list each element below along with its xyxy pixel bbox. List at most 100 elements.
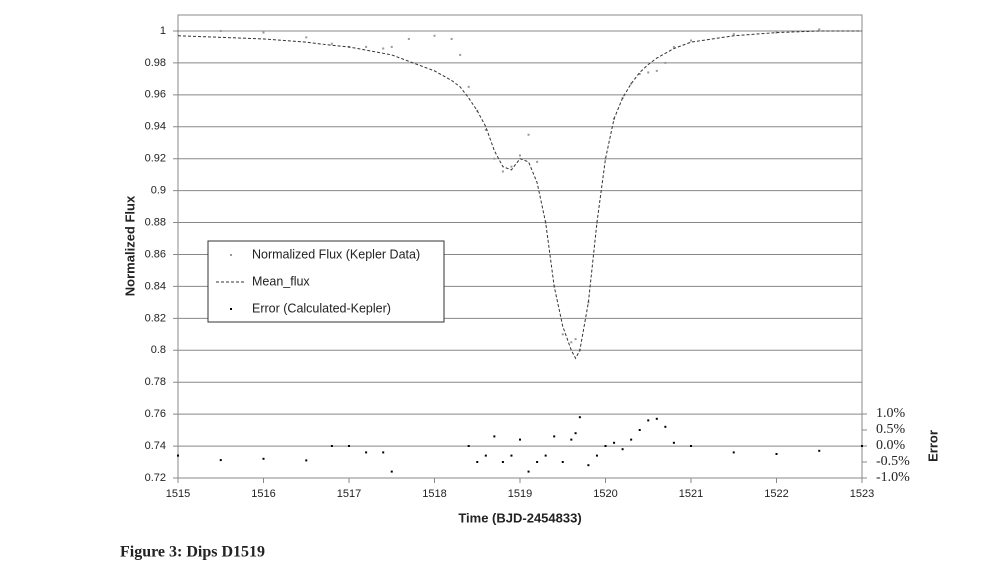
data-point [467,445,470,448]
y-tick-label: 1 [160,25,166,37]
data-point [527,133,530,136]
data-point [305,36,308,39]
y2-tick-label: 0.0% [876,438,906,453]
y-axis-label: Normalized Flux [122,195,137,296]
mean-line [177,30,862,360]
data-point [561,461,564,464]
x-tick-label: 1522 [764,488,788,500]
y-tick-label: 0.9 [151,185,166,197]
data-point [574,338,577,341]
data-point [621,448,624,451]
x-tick-label: 1521 [679,488,703,500]
data-point [262,457,265,460]
data-point [382,47,385,50]
data-point [407,37,410,40]
x-tick-label: 1523 [850,488,874,500]
data-point [672,441,675,444]
y2-tick-label: -1.0% [876,470,910,485]
y-tick-label: 0.72 [145,472,166,484]
plot-frame [177,14,863,479]
y-tick-label: 0.94 [145,121,166,133]
data-point [305,459,308,462]
data-point [647,71,650,74]
y-tick-label: 0.8 [151,344,166,356]
data-point [390,45,393,48]
data-point [493,157,496,160]
data-point [519,438,521,441]
data-point [578,416,581,419]
data-point [861,445,863,448]
y-tick-label: 0.76 [145,408,166,420]
data-point [536,461,539,464]
data-point [476,461,479,464]
y-tick-label: 0.86 [145,248,166,260]
data-point [433,34,436,37]
legend-label: Mean_flux [252,274,310,288]
y2-tick-label: -0.5% [876,454,910,469]
data-point [527,470,530,473]
data-point [690,39,692,42]
legend-box [207,240,445,323]
legend-label: Normalized Flux (Kepler Data) [252,247,420,261]
data-point [732,33,735,36]
data-point [484,128,487,131]
data-point [574,432,577,435]
x-tick-label: 1519 [508,488,532,500]
data-point [561,333,564,336]
data-point [690,445,692,448]
y-tick-label: 0.84 [145,280,166,292]
data-point [467,85,470,88]
data-point [484,454,487,457]
y-tick-label: 0.92 [145,153,166,165]
data-point [459,53,462,56]
data-point [587,464,590,467]
data-point [544,454,547,457]
data-point [604,157,607,160]
data-point [664,425,667,428]
y2-tick-label: 1.0% [876,406,906,421]
data-point [647,419,650,422]
data-point [604,445,607,448]
data-point [510,165,513,168]
data-point [330,42,333,45]
data-point [382,451,385,454]
legend-swatch [230,308,232,310]
data-point [732,451,735,454]
data-point [775,453,778,456]
data-point [655,69,658,72]
data-point [450,37,453,40]
y2-tick-label: 0.5% [876,422,906,437]
x-tick-label: 1517 [337,488,361,500]
data-point [638,429,641,432]
data-point [330,445,333,448]
data-point [672,45,675,48]
data-point [348,445,350,448]
y2-axis-label: Error [925,430,940,462]
data-point [570,341,573,344]
x-tick-label: 1515 [166,488,190,500]
data-point [595,454,598,457]
data-point [365,451,368,454]
data-point [818,449,821,452]
y-tick-label: 0.96 [145,89,166,101]
data-point [519,154,521,157]
data-point [638,73,641,76]
data-point [177,29,179,32]
data-point [655,417,658,420]
data-point [219,29,222,32]
y-tick-label: 0.74 [145,440,166,452]
data-point [587,301,590,304]
y-tick-label: 0.88 [145,216,166,228]
data-point [390,470,393,473]
data-point [365,45,368,48]
data-point [664,61,667,64]
data-point [493,435,496,438]
x-tick-label: 1520 [593,488,617,500]
data-point [510,454,513,457]
data-point [262,31,265,34]
y-tick-label: 0.82 [145,312,166,324]
data-point [613,441,616,444]
data-point [536,160,539,163]
data-point [570,438,573,441]
